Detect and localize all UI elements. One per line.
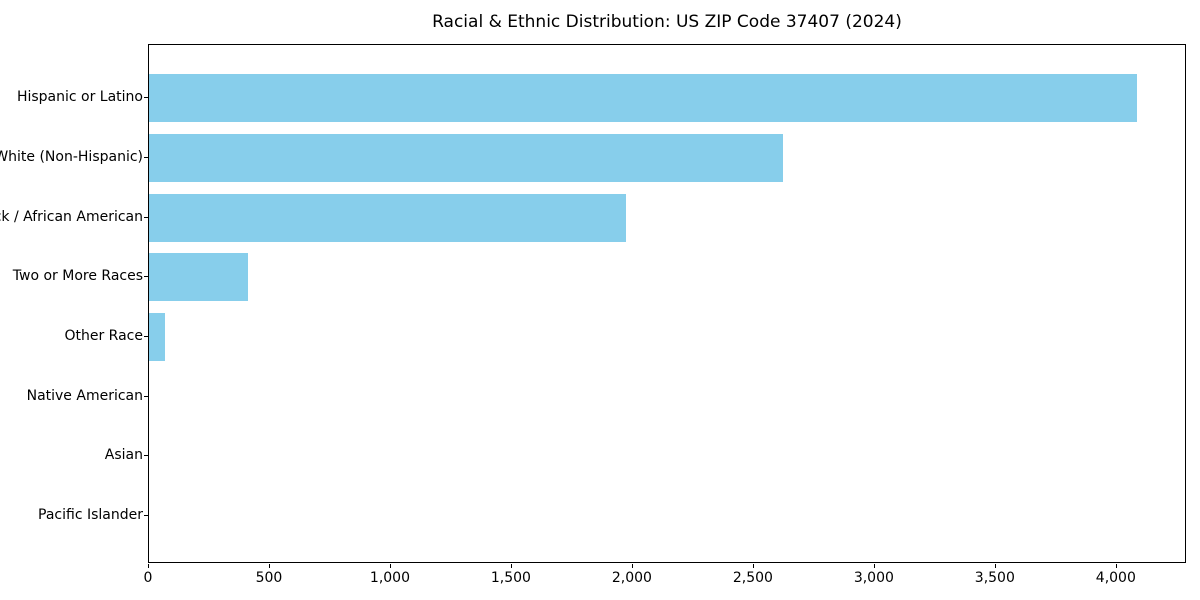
y-tick-mark <box>144 156 148 158</box>
x-tick-label: 2,000 <box>611 570 652 586</box>
x-tick-mark <box>752 564 754 568</box>
y-tick-mark <box>144 97 148 99</box>
chart-title: Racial & Ethnic Distribution: US ZIP Cod… <box>432 12 902 32</box>
x-tick-label: 2,500 <box>732 570 773 586</box>
x-tick-mark <box>873 564 875 568</box>
y-tick-mark <box>144 455 148 457</box>
y-tick-label: Other Race <box>64 328 143 344</box>
y-tick-label: Native American <box>26 387 143 404</box>
y-tick-label: White (Non-Hispanic) <box>0 148 143 165</box>
x-tick-mark <box>631 564 633 568</box>
x-tick-label: 3,500 <box>974 570 1015 586</box>
bar-4 <box>149 313 165 361</box>
bar-1 <box>149 133 783 182</box>
x-tick-mark <box>148 564 149 568</box>
y-tick-label: Hispanic or Latino <box>16 89 143 106</box>
y-tick-label: Black / African American <box>0 208 143 225</box>
x-tick-mark <box>510 564 512 568</box>
y-tick-mark <box>144 515 148 517</box>
y-tick-mark <box>144 336 148 337</box>
y-tick-mark <box>144 276 148 278</box>
x-tick-label: 3,000 <box>853 570 894 586</box>
bar-3 <box>149 253 249 302</box>
x-tick-label: 500 <box>255 570 283 586</box>
x-tick-mark <box>389 564 391 568</box>
x-tick-label: 4,000 <box>1095 570 1136 586</box>
x-tick-label: 1,000 <box>369 570 410 586</box>
bar-0 <box>149 74 1138 123</box>
bar-2 <box>149 193 626 242</box>
y-tick-label: Pacific Islander <box>38 507 143 524</box>
y-tick-mark <box>144 395 148 397</box>
y-tick-label: Two or More Races <box>12 268 143 285</box>
x-tick-mark <box>994 564 996 568</box>
y-tick-mark <box>144 216 148 218</box>
bars-layer <box>149 45 1185 562</box>
x-tick-label: 0 <box>143 570 153 586</box>
plot-area <box>148 44 1186 563</box>
x-tick-mark <box>1115 564 1117 568</box>
y-tick-label: Asian <box>104 447 143 464</box>
x-tick-label: 1,500 <box>490 570 531 586</box>
x-tick-mark <box>268 564 270 568</box>
